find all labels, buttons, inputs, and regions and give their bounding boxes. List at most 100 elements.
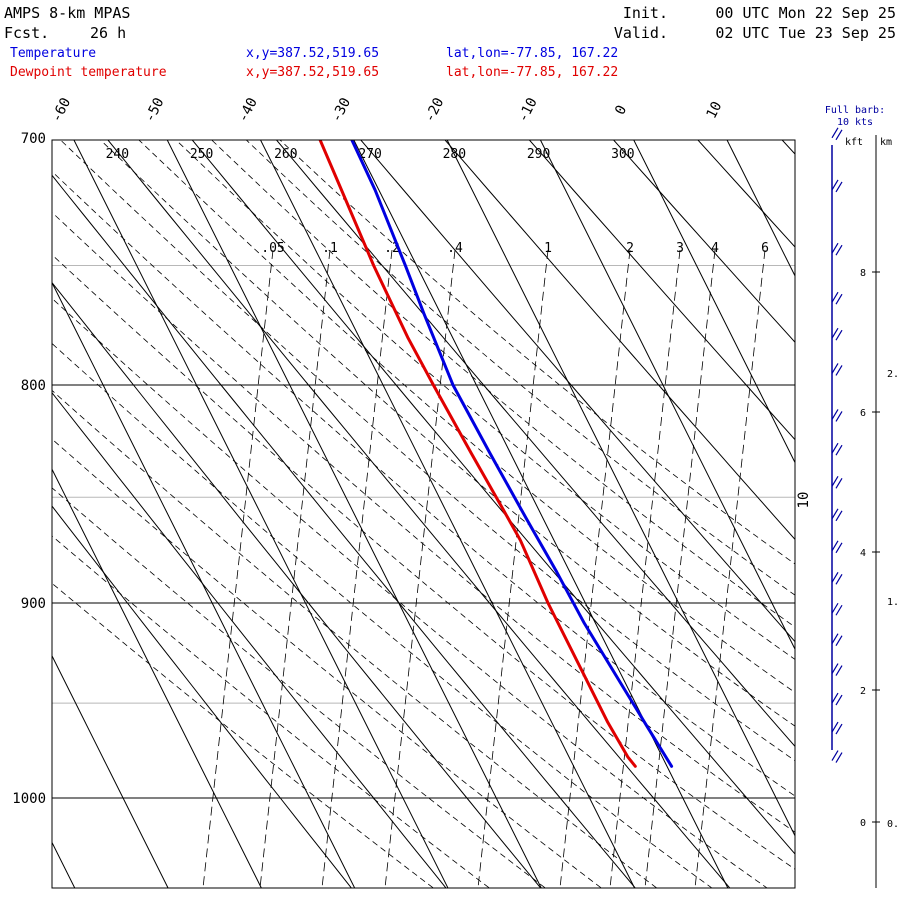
isotherm <box>446 140 795 837</box>
wind-barb <box>831 721 843 735</box>
wind-barb <box>831 442 843 456</box>
wind-barb <box>831 179 843 193</box>
temperature-tick-label: -60 <box>49 95 75 125</box>
isotherm <box>52 841 76 888</box>
temperature-tick-label: -20 <box>422 95 448 125</box>
wind-barb <box>831 127 843 141</box>
wind-barb <box>831 409 843 422</box>
moist-adiabat <box>52 254 795 870</box>
barb-title: Full barb: <box>825 105 885 116</box>
adiabat-label: 300 <box>611 147 634 162</box>
dry-adiabat <box>191 140 795 855</box>
isotherm <box>166 140 542 888</box>
wind-barb <box>831 602 843 616</box>
mixing-ratio-line <box>559 249 631 888</box>
km-tick-label: 0. <box>887 819 899 830</box>
adiabat-label: 260 <box>274 147 297 162</box>
altitude-ticks: 8 6 4 2 0 2. 1. 0. <box>860 268 899 830</box>
wind-barb <box>831 363 843 376</box>
dry-adiabat <box>697 140 795 248</box>
adiabat-label: 290 <box>527 147 550 162</box>
wind-barb <box>831 692 843 706</box>
temperature-tick-label: 10 <box>704 99 726 121</box>
barb-subtitle: 10 kts <box>837 117 873 128</box>
mixing-ratio-label: .05 <box>261 241 284 256</box>
pressure-tick-label: 700 <box>21 131 46 147</box>
dry-adiabat <box>528 140 795 441</box>
mixing-ratio-label: .1 <box>322 241 338 256</box>
mixing-ratio-line <box>202 249 274 888</box>
wind-barb <box>831 475 843 489</box>
wind-barb <box>831 750 843 763</box>
moist-adiabat <box>175 140 795 660</box>
moist-adiabat <box>52 211 795 833</box>
moist-adiabat <box>52 297 768 888</box>
kft-tick-label: 6 <box>860 408 866 419</box>
mixing-ratio-label: .4 <box>447 241 463 256</box>
valid-label: Valid. <box>614 24 668 42</box>
wind-barb <box>831 327 843 341</box>
dry-adiabat <box>52 505 353 888</box>
isotherm <box>52 468 262 888</box>
wind-barb <box>831 572 843 585</box>
wind-barb <box>831 242 843 256</box>
km-label: km <box>880 137 892 148</box>
isotherm <box>540 140 795 651</box>
pressure-tick-label: 1000 <box>12 791 46 807</box>
model-name: AMPS 8-km MPAS <box>4 4 130 22</box>
moist-adiabat <box>59 140 795 762</box>
moist-adiabat <box>52 438 602 888</box>
moist-adiabat <box>138 140 795 693</box>
fcst-value: 26 h <box>90 24 126 42</box>
legend-dewpoint-latlon: lat,lon=-77.85, 167.22 <box>446 65 618 80</box>
isotherm-10-label: 10 <box>796 492 812 509</box>
temperature-tick-label: -30 <box>328 95 354 125</box>
dry-adiabat <box>444 140 795 541</box>
wind-barb <box>831 663 843 676</box>
dry-adiabat <box>275 140 795 748</box>
adiabat-label: 240 <box>106 147 129 162</box>
kft-tick-label: 4 <box>860 548 866 559</box>
wind-barb <box>831 508 843 522</box>
init-label: Init. <box>623 4 668 22</box>
isotherm <box>73 140 449 888</box>
series-dewpoint-temperature <box>318 140 637 768</box>
moist-adiabat <box>99 140 795 727</box>
km-tick-label: 2. <box>887 369 899 380</box>
mixing-ratio-label: 4 <box>711 241 719 256</box>
dry-adiabat <box>781 140 795 155</box>
mixing-ratio-label: 2 <box>626 241 634 256</box>
mixing-ratio-line <box>644 249 716 888</box>
legend-dewpoint-xy: x,y=387.52,519.65 <box>246 65 379 80</box>
isotherm <box>633 140 795 464</box>
mixing-ratio-line <box>259 249 331 888</box>
wind-barbs <box>831 127 843 763</box>
temperature-tick-label: -50 <box>142 95 168 125</box>
isotherm <box>726 140 795 278</box>
pressure-tick-label: 800 <box>21 378 46 394</box>
adiabat-label: 250 <box>190 147 213 162</box>
mixing-ratio-label: 6 <box>761 241 769 256</box>
moist-adiabat <box>52 535 490 888</box>
sounding-curves <box>318 140 674 768</box>
pressure-tick-label: 900 <box>21 596 46 612</box>
dry-adiabat <box>52 281 542 888</box>
mixing-ratio-line <box>694 249 766 888</box>
adiabat-label: 270 <box>358 147 381 162</box>
dry-adiabat <box>865 138 900 900</box>
mixing-ratio-label: 1 <box>544 241 552 256</box>
temperature-tick-label: -10 <box>515 95 541 125</box>
dry-adiabat <box>360 140 795 643</box>
adiabat-label: 280 <box>443 147 466 162</box>
legend-temperature-label: Temperature <box>10 46 96 61</box>
moist-adiabat <box>52 487 546 888</box>
moist-adiabat <box>211 140 795 628</box>
plot-frame <box>51 139 796 889</box>
wind-barb <box>831 633 843 646</box>
moist-adiabat <box>52 389 658 888</box>
kft-tick-label: 0 <box>860 818 866 829</box>
moist-adiabat <box>52 342 713 888</box>
fcst-label: Fcst. <box>4 24 49 42</box>
mixing-ratio-label: 3 <box>676 241 684 256</box>
